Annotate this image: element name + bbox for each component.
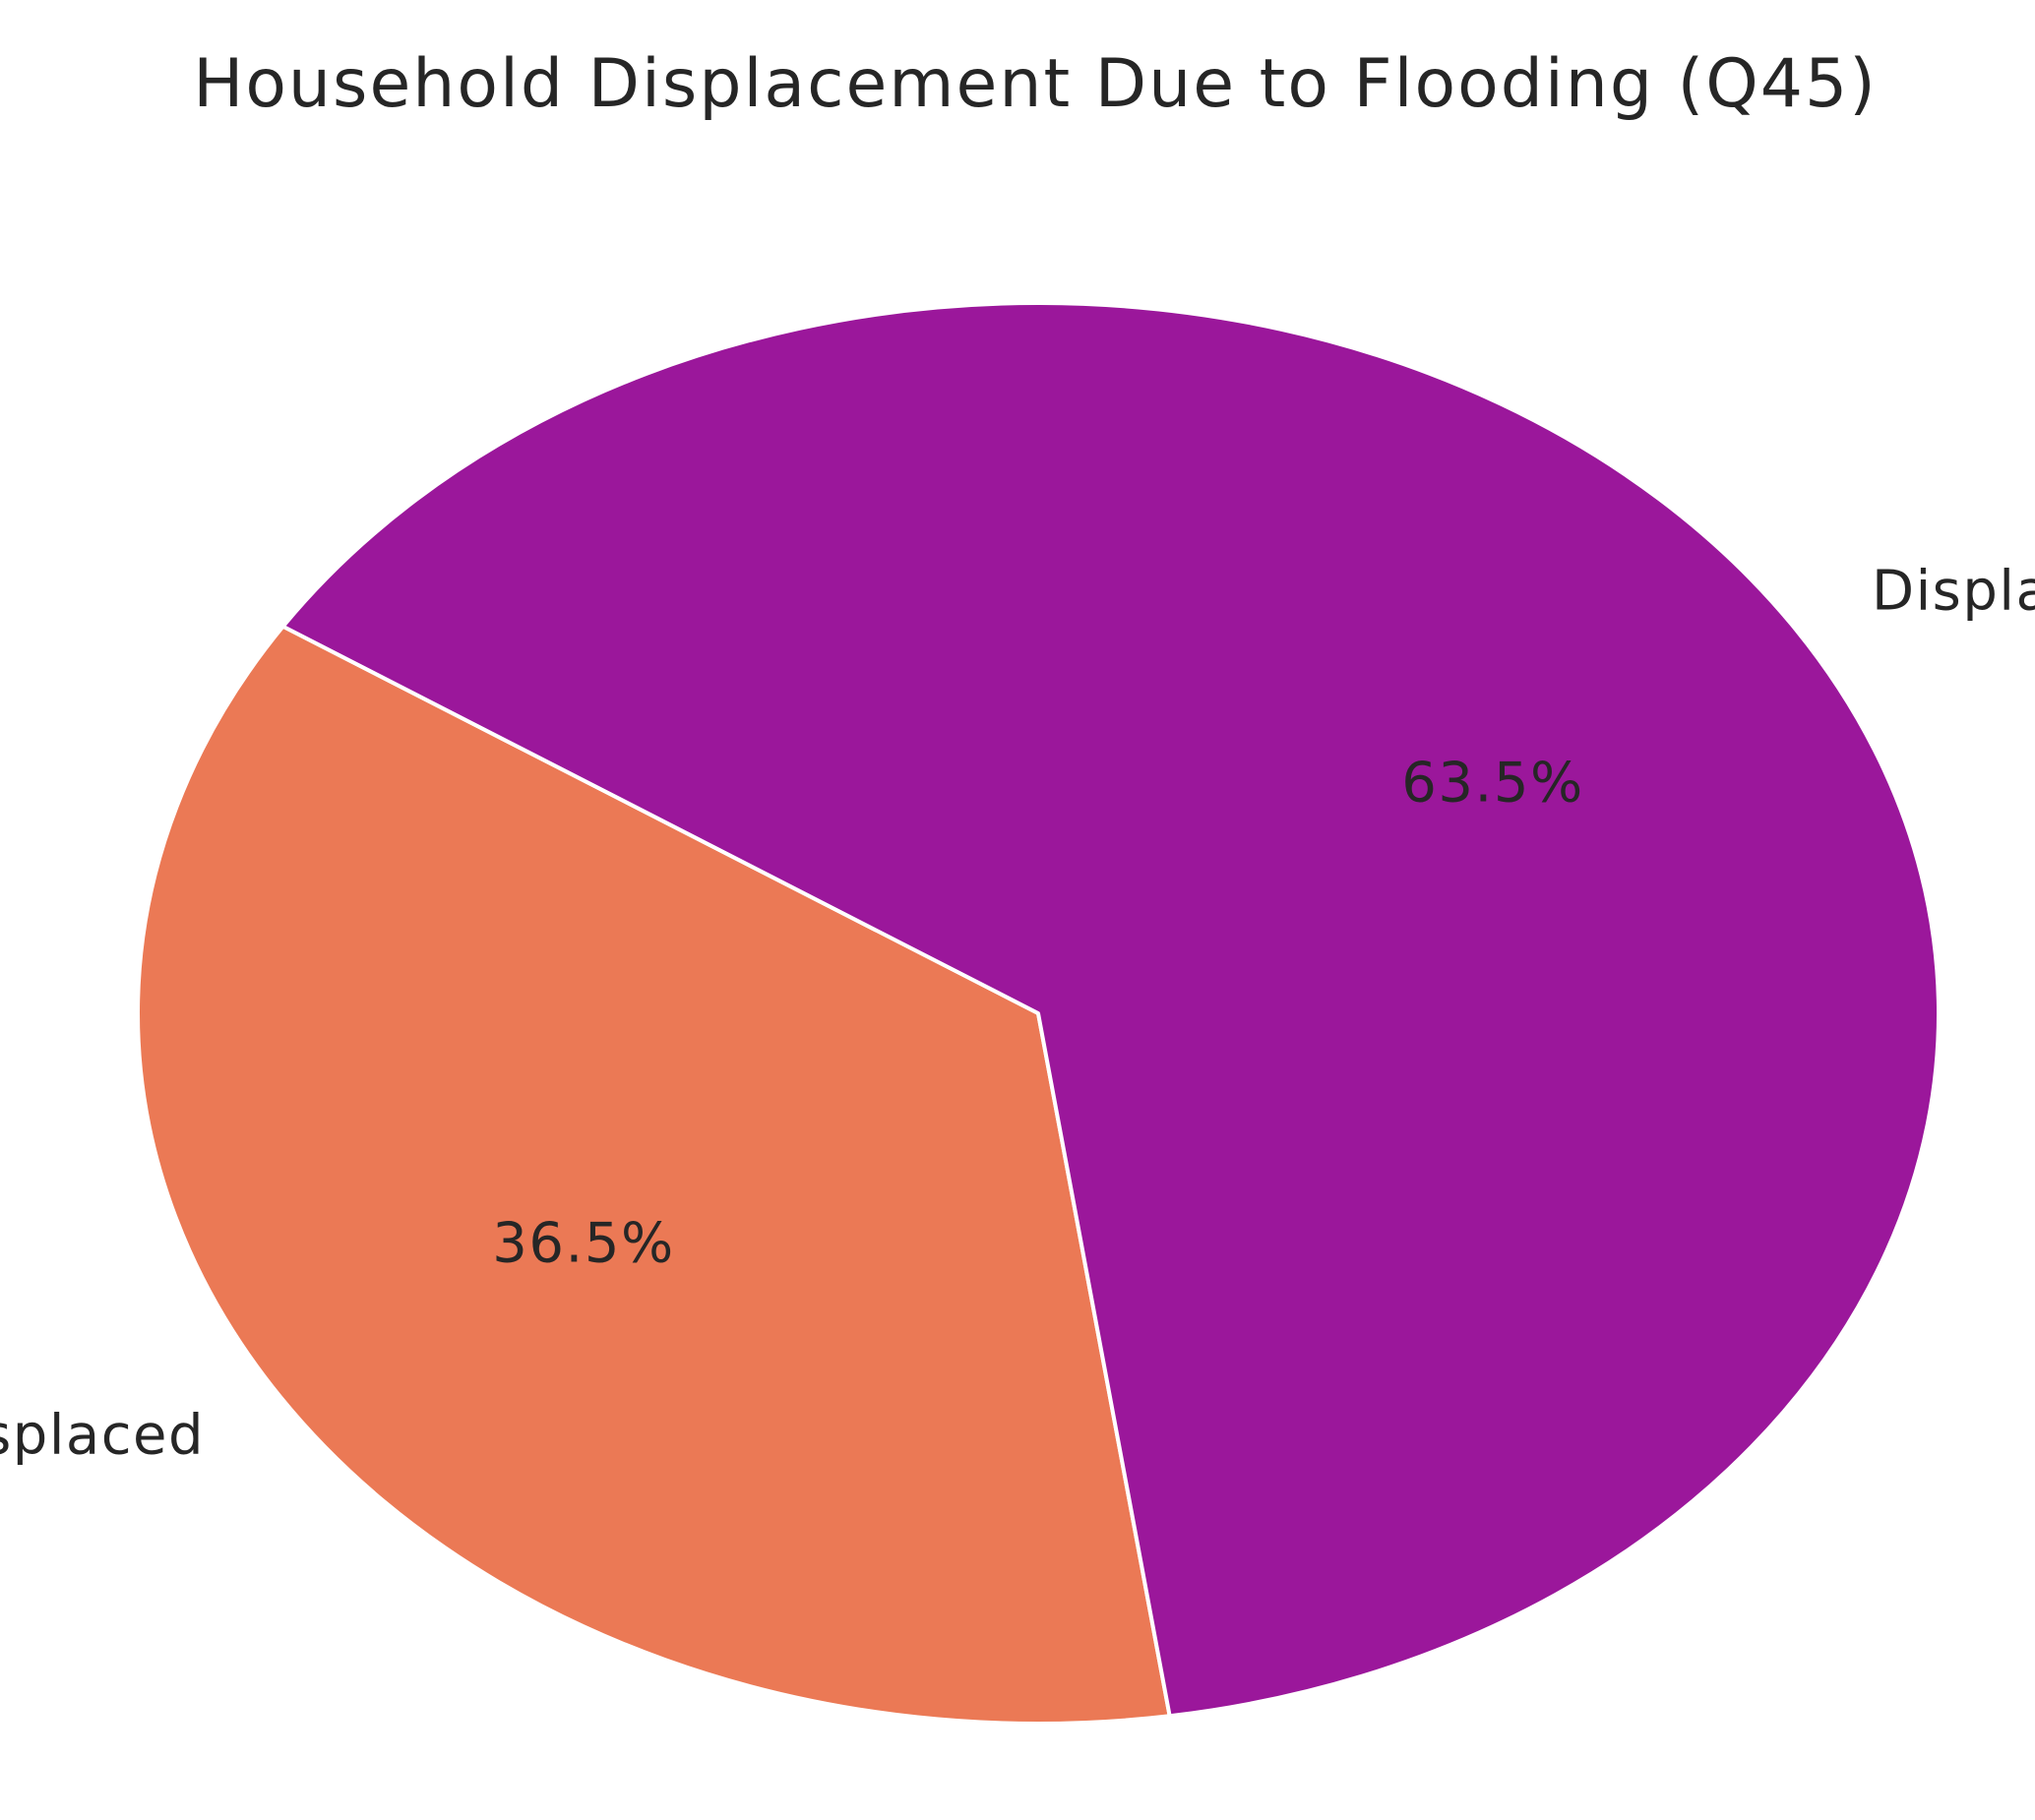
pie-percent-label-not-displaced: 36.5%: [492, 1212, 674, 1276]
pie-category-label-displaced: Displaced: [1872, 559, 2035, 623]
chart-title: Household Displacement Due to Flooding (…: [193, 45, 1878, 123]
pie-percent-label-displaced: 63.5%: [1401, 752, 1583, 816]
pie-slice-not-displaced: [136, 624, 1172, 1726]
pie-slices: [136, 301, 1941, 1726]
pie-category-label-not-displaced: Not Displaced: [0, 1404, 205, 1468]
pie-slice-displaced: [280, 301, 1941, 1719]
pie-labels: 36.5% Not Displaced 63.5% Displaced: [0, 559, 2035, 1467]
